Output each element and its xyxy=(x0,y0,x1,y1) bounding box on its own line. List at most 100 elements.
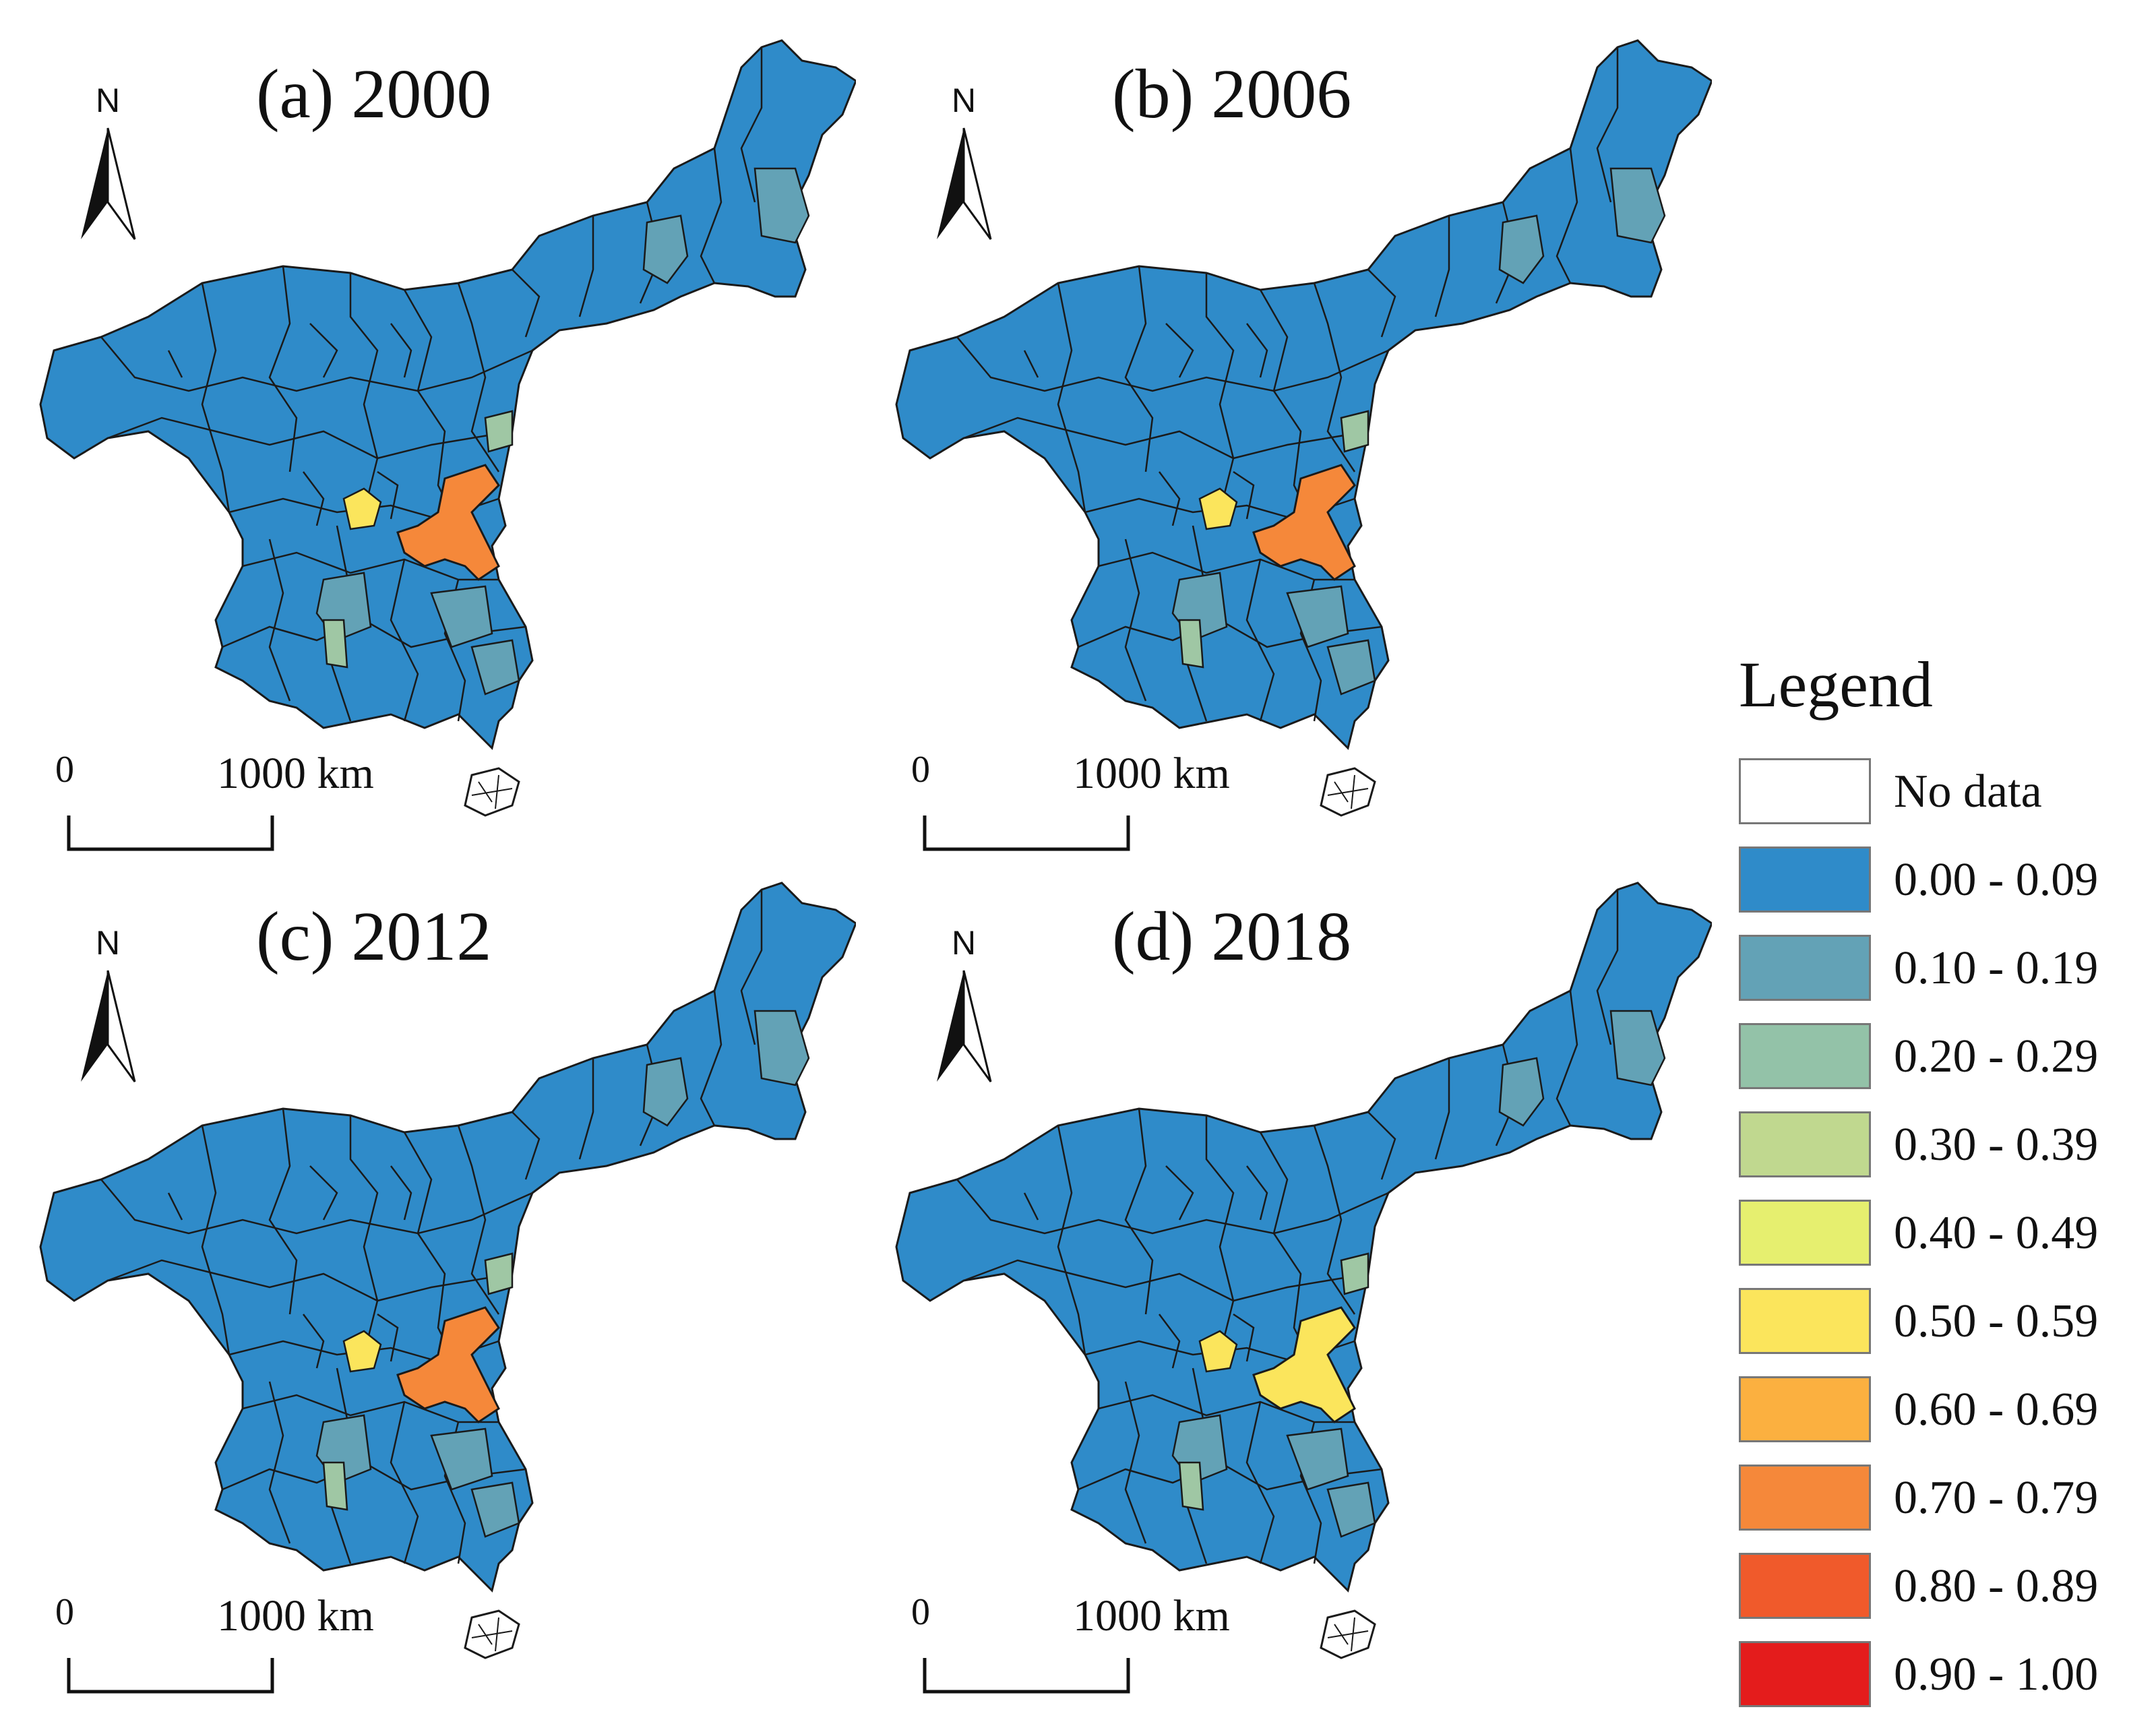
north-arrow-icon xyxy=(937,970,992,1082)
region-tertiary xyxy=(1340,1252,1369,1295)
map-panel-1: (a) 2000 N 0 1000 km xyxy=(0,0,856,851)
legend-label: 0.30 - 0.39 xyxy=(1894,1119,2099,1171)
region-core-highlight xyxy=(1252,1306,1356,1423)
legend-swatch xyxy=(1739,846,1871,913)
region-secondary xyxy=(753,167,810,244)
scale-bar-line xyxy=(67,1658,274,1694)
legend-item: 0.10 - 0.19 xyxy=(1739,935,2143,1002)
choropleth-map xyxy=(39,39,856,817)
north-arrow-icon xyxy=(81,127,136,240)
region-west-highlight xyxy=(1198,487,1238,530)
panel-title: (b) 2006 xyxy=(1112,55,1352,133)
north-arrow-icon xyxy=(937,127,992,240)
north-label: N xyxy=(951,82,977,119)
region-secondary xyxy=(1286,1427,1349,1491)
legend-swatch xyxy=(1739,1200,1871,1266)
panel-title: (c) 2012 xyxy=(256,898,492,975)
legend-label: 0.00 - 0.09 xyxy=(1894,854,2099,906)
region-tertiary xyxy=(1340,410,1369,453)
region-secondary xyxy=(642,214,689,284)
legend-title: Legend xyxy=(1739,648,1933,720)
panel-title: (d) 2018 xyxy=(1112,898,1352,975)
legend-label: 0.20 - 0.29 xyxy=(1894,1030,2099,1082)
region-secondary xyxy=(470,1481,520,1538)
scale-bar-line xyxy=(67,815,274,851)
scale-bar-line xyxy=(923,815,1130,851)
north-arrow: N xyxy=(67,923,148,1085)
legend-item: 0.50 - 0.59 xyxy=(1739,1288,2143,1355)
legend-swatch xyxy=(1739,1376,1871,1442)
region-secondary xyxy=(430,585,493,648)
legend-label: 0.90 - 1.00 xyxy=(1894,1649,2099,1700)
region-tertiary xyxy=(322,1461,348,1511)
region-base xyxy=(895,882,1712,1593)
admin-boundaries xyxy=(956,47,1619,722)
scale-distance-label: 1000 km xyxy=(217,1591,374,1640)
legend-item: 0.70 - 0.79 xyxy=(1739,1465,2143,1532)
region-secondary xyxy=(470,639,520,696)
legend-label: 0.10 - 0.19 xyxy=(1894,942,2099,994)
region-secondary xyxy=(1609,1010,1666,1086)
legend-item: 0.00 - 0.09 xyxy=(1739,846,2143,914)
region-core-highlight xyxy=(1252,464,1356,581)
scale-distance-label: 1000 km xyxy=(1073,1591,1230,1640)
class-regions xyxy=(315,167,810,696)
legend-item: 0.80 - 0.89 xyxy=(1739,1553,2143,1620)
region-base xyxy=(39,882,856,1593)
legend-swatch xyxy=(1739,1111,1871,1177)
scale-zero-label: 0 xyxy=(911,1591,930,1633)
scale-zero-label: 0 xyxy=(911,749,930,791)
region-west-highlight xyxy=(342,487,382,530)
north-arrow: N xyxy=(923,81,1004,243)
scale-bar: 0 1000 km xyxy=(911,748,1230,856)
region-secondary xyxy=(642,1057,689,1127)
island-boundaries xyxy=(1327,774,1369,809)
scale-bar-line xyxy=(923,1658,1130,1694)
legend-item: 0.60 - 0.69 xyxy=(1739,1376,2143,1444)
scale-distance-label: 1000 km xyxy=(1073,749,1230,798)
north-label: N xyxy=(951,924,977,962)
island-boundaries xyxy=(471,774,513,809)
region-secondary xyxy=(1326,1481,1376,1538)
region-tertiary xyxy=(1178,1461,1204,1511)
scale-bar: 0 1000 km xyxy=(911,1591,1230,1698)
region-tertiary xyxy=(484,1252,514,1295)
scale-zero-label: 0 xyxy=(55,749,74,791)
north-label: N xyxy=(95,82,121,119)
legend-label: 0.70 - 0.79 xyxy=(1894,1472,2099,1524)
legend-label: 0.50 - 0.59 xyxy=(1894,1295,2099,1347)
north-arrow-icon xyxy=(81,970,136,1082)
legend-item: No data xyxy=(1739,758,2143,826)
region-secondary xyxy=(1498,1057,1545,1127)
north-arrow: N xyxy=(923,923,1004,1085)
legend-item: 0.90 - 1.00 xyxy=(1739,1641,2143,1708)
region-secondary xyxy=(1326,639,1376,696)
legend-swatch xyxy=(1739,1288,1871,1354)
region-base xyxy=(895,39,1712,750)
map-panel-3: (c) 2012 N 0 1000 km xyxy=(0,842,856,1694)
panel-title: (a) 2000 xyxy=(256,55,492,133)
legend-swatch xyxy=(1739,1023,1871,1089)
choropleth-map xyxy=(895,39,1712,817)
legend-label: 0.40 - 0.49 xyxy=(1894,1207,2099,1259)
map-panel-2: (b) 2006 N 0 1000 km xyxy=(856,0,1712,851)
region-secondary xyxy=(1498,214,1545,284)
legend-swatch xyxy=(1739,1553,1871,1619)
legend-label: 0.80 - 0.89 xyxy=(1894,1560,2099,1612)
region-secondary xyxy=(430,1427,493,1491)
legend-item: 0.30 - 0.39 xyxy=(1739,1111,2143,1179)
legend: Legend No data 0.00 - 0.09 0.10 - 0.19 0.20… xyxy=(1739,647,2143,1712)
region-secondary xyxy=(1286,585,1349,648)
scale-distance-label: 1000 km xyxy=(217,749,374,798)
legend-item: 0.20 - 0.29 xyxy=(1739,1023,2143,1090)
region-tertiary xyxy=(322,619,348,669)
class-regions xyxy=(1171,167,1666,696)
legend-swatch xyxy=(1739,935,1871,1001)
map-panel-4: (d) 2018 N 0 1000 km xyxy=(856,842,1712,1694)
region-west-highlight xyxy=(1198,1330,1238,1373)
island-boundaries xyxy=(1327,1617,1369,1652)
region-base xyxy=(39,39,856,750)
class-regions xyxy=(1171,1010,1666,1538)
scale-bar: 0 1000 km xyxy=(55,748,374,856)
choropleth-map xyxy=(39,882,856,1659)
